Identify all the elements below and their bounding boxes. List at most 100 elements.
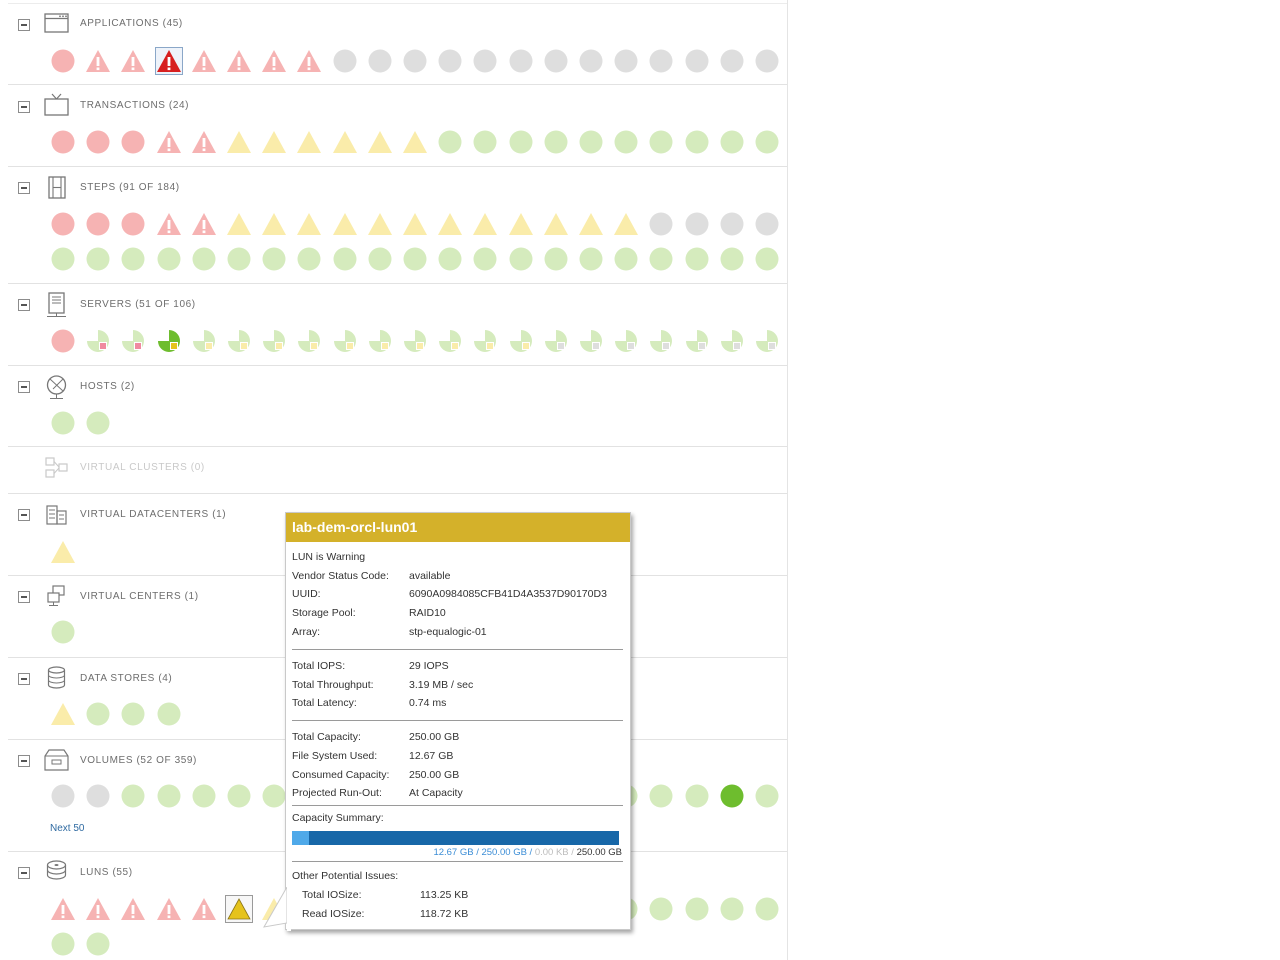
normal-status-icon[interactable]: [49, 618, 77, 646]
normal-status-icon[interactable]: [612, 128, 640, 156]
warning-triangle-icon[interactable]: [612, 210, 640, 238]
collapse-virtual-centers-button[interactable]: [18, 591, 30, 603]
warning-triangle-icon[interactable]: [577, 210, 605, 238]
normal-status-icon[interactable]: [542, 245, 570, 273]
normal-status-icon[interactable]: [753, 245, 781, 273]
normal-status-icon[interactable]: [119, 245, 147, 273]
unknown-status-icon[interactable]: [718, 210, 746, 238]
unknown-status-icon[interactable]: [718, 47, 746, 75]
server-partial-unknown-icon[interactable]: [542, 327, 570, 355]
normal-status-icon[interactable]: [683, 245, 711, 273]
warning-triangle-icon[interactable]: [295, 210, 323, 238]
warning-triangle-icon[interactable]: [436, 210, 464, 238]
normal-status-icon[interactable]: [84, 245, 112, 273]
warning-triangle-icon[interactable]: [225, 128, 253, 156]
unknown-status-icon[interactable]: [84, 782, 112, 810]
critical-status-icon[interactable]: [49, 47, 77, 75]
critical-warning-triangle-icon[interactable]: [260, 47, 288, 75]
normal-status-icon[interactable]: [507, 245, 535, 273]
critical-warning-triangle-icon[interactable]: [155, 128, 183, 156]
normal-status-icon[interactable]: [190, 245, 218, 273]
server-partial-minor-icon[interactable]: [471, 327, 499, 355]
normal-status-icon[interactable]: [753, 128, 781, 156]
server-partial-critical-icon[interactable]: [119, 327, 147, 355]
server-partial-unknown-icon[interactable]: [577, 327, 605, 355]
server-partial-critical-icon[interactable]: [84, 327, 112, 355]
selected-critical-warning-triangle-icon[interactable]: [155, 47, 183, 75]
server-partial-minor-icon[interactable]: [436, 327, 464, 355]
collapse-data-stores-button[interactable]: [18, 673, 30, 685]
collapse-virtual-datacenters-button[interactable]: [18, 509, 30, 521]
normal-status-icon[interactable]: [155, 245, 183, 273]
unknown-status-icon[interactable]: [683, 210, 711, 238]
critical-status-icon[interactable]: [84, 210, 112, 238]
warning-triangle-icon[interactable]: [401, 128, 429, 156]
normal-status-icon[interactable]: [647, 895, 675, 923]
normal-status-icon[interactable]: [612, 245, 640, 273]
collapse-servers-button[interactable]: [18, 299, 30, 311]
unknown-status-icon[interactable]: [542, 47, 570, 75]
critical-warning-triangle-icon[interactable]: [119, 47, 147, 75]
unknown-status-icon[interactable]: [436, 47, 464, 75]
normal-status-icon[interactable]: [366, 245, 394, 273]
collapse-transactions-button[interactable]: [18, 101, 30, 113]
normal-status-icon[interactable]: [190, 782, 218, 810]
critical-warning-triangle-icon[interactable]: [155, 210, 183, 238]
normal-status-icon[interactable]: [577, 245, 605, 273]
normal-status-icon[interactable]: [647, 128, 675, 156]
normal-status-icon[interactable]: [577, 128, 605, 156]
normal-status-icon[interactable]: [542, 128, 570, 156]
warning-triangle-icon[interactable]: [295, 128, 323, 156]
normal-status-icon[interactable]: [84, 409, 112, 437]
critical-status-icon[interactable]: [49, 327, 77, 355]
critical-warning-triangle-icon[interactable]: [49, 895, 77, 923]
critical-status-icon[interactable]: [84, 128, 112, 156]
normal-status-icon[interactable]: [260, 245, 288, 273]
critical-status-icon[interactable]: [119, 210, 147, 238]
normal-status-icon[interactable]: [225, 782, 253, 810]
normal-status-icon[interactable]: [718, 245, 746, 273]
unknown-status-icon[interactable]: [753, 47, 781, 75]
normal-status-icon[interactable]: [718, 895, 746, 923]
unknown-status-icon[interactable]: [401, 47, 429, 75]
unknown-status-icon[interactable]: [331, 47, 359, 75]
normal-status-icon[interactable]: [436, 245, 464, 273]
unknown-status-icon[interactable]: [647, 210, 675, 238]
normal-status-icon[interactable]: [471, 128, 499, 156]
critical-status-icon[interactable]: [49, 210, 77, 238]
critical-warning-triangle-icon[interactable]: [190, 895, 218, 923]
warning-triangle-icon[interactable]: [260, 210, 288, 238]
unknown-status-icon[interactable]: [507, 47, 535, 75]
server-partial-minor-icon[interactable]: [507, 327, 535, 355]
server-partial-minor-icon[interactable]: [401, 327, 429, 355]
unknown-status-icon[interactable]: [366, 47, 394, 75]
normal-status-icon[interactable]: [436, 128, 464, 156]
warning-triangle-icon[interactable]: [331, 128, 359, 156]
unknown-status-icon[interactable]: [683, 47, 711, 75]
warning-triangle-icon[interactable]: [49, 538, 77, 566]
warning-triangle-icon[interactable]: [366, 210, 394, 238]
critical-status-icon[interactable]: [49, 128, 77, 156]
unknown-status-icon[interactable]: [753, 210, 781, 238]
critical-warning-triangle-icon[interactable]: [190, 128, 218, 156]
unknown-status-icon[interactable]: [471, 47, 499, 75]
server-partial-unknown-icon[interactable]: [718, 327, 746, 355]
normal-status-icon[interactable]: [84, 700, 112, 728]
normal-status-icon[interactable]: [718, 128, 746, 156]
normal-status-icon[interactable]: [753, 895, 781, 923]
warning-triangle-icon[interactable]: [471, 210, 499, 238]
collapse-volumes-button[interactable]: [18, 755, 30, 767]
critical-warning-triangle-icon[interactable]: [84, 895, 112, 923]
server-partial-minor-icon[interactable]: [260, 327, 288, 355]
warning-triangle-icon[interactable]: [401, 210, 429, 238]
normal-status-icon[interactable]: [683, 782, 711, 810]
unknown-status-icon[interactable]: [49, 782, 77, 810]
server-partial-minor-icon[interactable]: [225, 327, 253, 355]
critical-warning-triangle-icon[interactable]: [119, 895, 147, 923]
server-partial-unknown-icon[interactable]: [753, 327, 781, 355]
collapse-hosts-button[interactable]: [18, 381, 30, 393]
unknown-status-icon[interactable]: [577, 47, 605, 75]
normal-status-icon[interactable]: [49, 930, 77, 958]
normal-status-icon[interactable]: [155, 700, 183, 728]
server-partial-unknown-icon[interactable]: [612, 327, 640, 355]
